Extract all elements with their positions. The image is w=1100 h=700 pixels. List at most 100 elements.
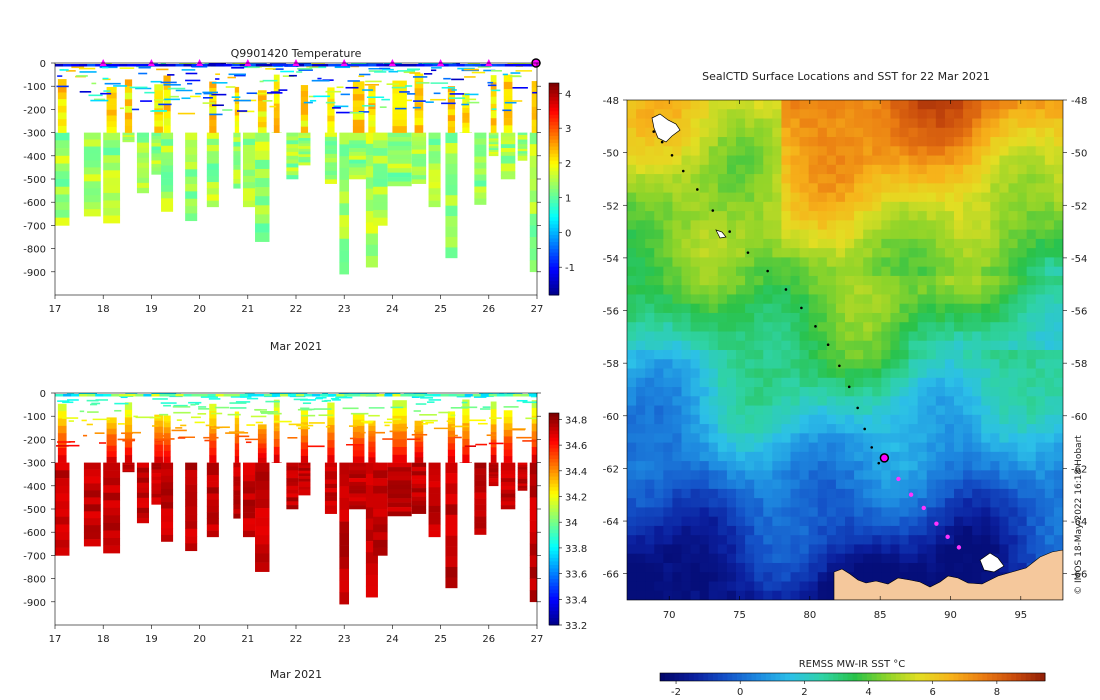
sst-cell	[835, 544, 846, 555]
sst-cell	[790, 192, 801, 203]
colorbar-cell	[549, 256, 559, 261]
upper-cell	[490, 96, 497, 105]
sst-cell	[708, 572, 719, 582]
colorbar-cell	[549, 413, 559, 418]
sst-cell	[808, 433, 819, 444]
sst-cell	[799, 109, 810, 120]
sst-cell	[636, 155, 646, 166]
sst-cell	[899, 562, 910, 573]
sst-cell	[781, 331, 791, 342]
deep-cell	[161, 139, 174, 147]
map-y-tick-label: -56	[603, 307, 619, 318]
map-x-tick-label: 85	[874, 610, 887, 621]
sst-cell	[1026, 312, 1037, 323]
sst-cell	[899, 303, 910, 314]
sst-cell	[963, 488, 973, 499]
sst-cell	[1017, 442, 1028, 453]
map-y-tick-label-right: -64	[1071, 517, 1087, 528]
deep-cell	[373, 547, 388, 556]
colorbar-cell	[549, 157, 559, 162]
deep-cell	[373, 493, 388, 502]
sst-cell	[917, 451, 928, 462]
sst-cell	[681, 220, 692, 231]
sst-cell	[654, 201, 664, 212]
sst-cell	[799, 331, 810, 342]
deep-cell	[324, 466, 337, 472]
sst-cell	[845, 322, 855, 332]
sst-cell	[1035, 340, 1046, 351]
sst-cell	[835, 350, 846, 360]
sst-cell	[999, 535, 1009, 545]
sst-cell	[790, 220, 801, 231]
sst-cell	[854, 451, 864, 462]
deep-cell	[233, 499, 241, 505]
sst-cell	[726, 294, 737, 305]
deep-cell	[500, 163, 516, 168]
deep-cell	[373, 140, 388, 149]
sst-cell	[881, 535, 891, 545]
sst-cell	[881, 331, 891, 342]
sst-cell	[1044, 405, 1055, 416]
sst-cell	[835, 461, 846, 471]
sst-colorbar-cell	[1030, 673, 1036, 681]
sst-cell	[690, 442, 701, 453]
sst-cell	[845, 192, 855, 203]
sst-cell	[817, 285, 828, 295]
sst-cell	[699, 414, 710, 425]
sst-cell	[1035, 183, 1046, 194]
sst-cell	[944, 118, 955, 129]
sst-cell	[981, 525, 991, 536]
deep-cell	[500, 489, 516, 494]
sst-cell	[981, 275, 991, 286]
sst-cell	[926, 387, 937, 397]
sst-cell	[781, 488, 791, 499]
track-point	[814, 325, 817, 328]
deep-cell	[411, 153, 427, 159]
sst-cell	[690, 544, 701, 555]
sst-cell	[817, 525, 828, 536]
sst-cell	[845, 414, 855, 425]
sst-cell	[981, 424, 991, 434]
surface-cell	[400, 394, 409, 397]
sst-cell	[627, 405, 637, 416]
sst-cell	[690, 340, 701, 351]
sst-cell	[845, 396, 855, 407]
sst-cell	[799, 498, 810, 508]
sst-cell	[681, 183, 692, 194]
sst-cell	[954, 285, 964, 295]
deep-cell	[233, 509, 241, 514]
deep-cell	[339, 179, 350, 192]
sst-cell	[1008, 127, 1019, 138]
sst-cell	[863, 396, 873, 407]
sst-cell	[781, 451, 791, 462]
sst-cell	[745, 507, 755, 518]
sst-cell	[881, 275, 891, 286]
sst-cell	[854, 201, 864, 212]
sst-cell	[926, 451, 937, 462]
sst-cell	[745, 498, 755, 508]
map-y-tick-label-right: -58	[1071, 359, 1087, 370]
upper-cell	[352, 450, 365, 457]
deep-cell	[488, 483, 499, 487]
sst-cell	[954, 164, 964, 175]
deep-cell	[349, 163, 369, 168]
deep-cell	[488, 481, 499, 485]
sst-cell	[944, 396, 955, 407]
sst-cell	[1026, 368, 1037, 379]
deep-cell	[151, 163, 166, 168]
sst-cell	[872, 424, 882, 434]
sst-cell	[736, 433, 746, 444]
upper-cell	[124, 424, 133, 433]
deep-cell	[488, 480, 499, 483]
deep-cell	[55, 485, 70, 494]
colorbar-cell	[549, 515, 559, 520]
sst-cell	[1008, 275, 1019, 286]
upper-cell	[327, 93, 335, 100]
sst-map-panel: SealCTD Surface Locations and SST for 22…	[603, 70, 1088, 698]
upper-cell	[163, 415, 171, 422]
deep-cell	[411, 509, 427, 514]
sst-cell	[917, 516, 928, 527]
sst-cell	[835, 229, 846, 240]
sst-cell	[899, 164, 910, 175]
upper-cell	[124, 417, 133, 426]
